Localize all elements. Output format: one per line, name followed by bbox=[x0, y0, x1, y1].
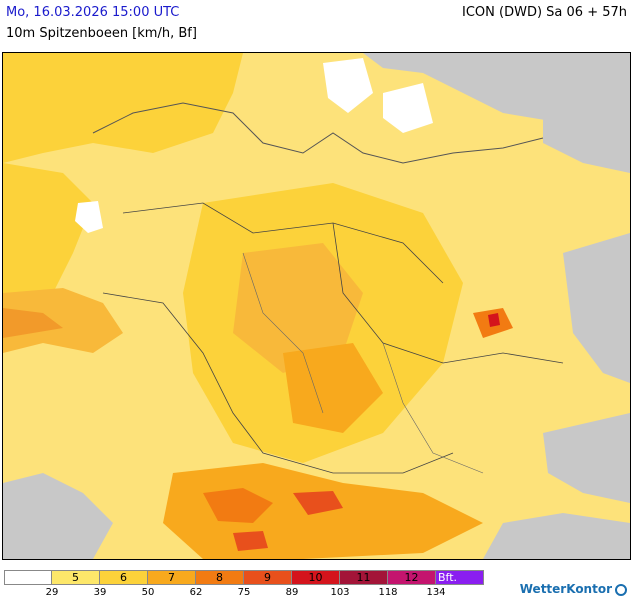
out-of-domain-east bbox=[563, 233, 630, 383]
calm-area-denmark bbox=[323, 58, 373, 113]
legend-ticks: 29 39 50 62 75 89 103 118 134 bbox=[4, 587, 504, 599]
legend-box-2: 6 bbox=[100, 570, 148, 585]
wind-gust-map bbox=[2, 52, 631, 560]
border-line-2 bbox=[102, 292, 454, 474]
legend-tick-5: 89 bbox=[285, 587, 299, 598]
east-peak bbox=[488, 313, 500, 327]
legend-tick-0: 29 bbox=[45, 587, 59, 598]
out-of-domain-baltic bbox=[543, 103, 630, 173]
legend-bar: 5 6 7 8 9 10 11 12 Bft. bbox=[4, 570, 484, 585]
out-of-domain-south bbox=[483, 513, 630, 559]
out-of-domain-southwest bbox=[3, 473, 113, 559]
calm-area-1 bbox=[75, 201, 103, 233]
legend-tick-8: 134 bbox=[426, 587, 446, 598]
sea-region-north bbox=[3, 53, 243, 163]
border-line-3 bbox=[332, 222, 564, 364]
legend-box-6: 10 bbox=[292, 570, 340, 585]
calm-area-2 bbox=[383, 83, 433, 133]
legend-box-9: Bft. bbox=[436, 570, 484, 585]
border-line-5 bbox=[382, 342, 484, 474]
legend-tick-1: 39 bbox=[93, 587, 107, 598]
legend-tick-7: 118 bbox=[378, 587, 398, 598]
alps-strong-3 bbox=[233, 531, 268, 551]
inland-stronger-zone bbox=[233, 243, 363, 373]
south-stronger-zone bbox=[283, 343, 383, 433]
channel-region bbox=[3, 288, 123, 353]
legend-box-1: 5 bbox=[52, 570, 100, 585]
forecast-datetime: Mo, 16.03.2026 15:00 UTC bbox=[6, 5, 180, 20]
legend-box-3: 7 bbox=[148, 570, 196, 585]
parameter-label: 10m Spitzenboeen [km/h, Bf] bbox=[6, 26, 197, 41]
alps-strong-1 bbox=[203, 488, 273, 523]
legend-tick-2: 50 bbox=[141, 587, 155, 598]
legend-tick-6: 103 bbox=[330, 587, 350, 598]
legend-tick-3: 62 bbox=[189, 587, 203, 598]
legend-box-5: 9 bbox=[244, 570, 292, 585]
border-line-1 bbox=[122, 202, 444, 284]
out-of-domain-southeast bbox=[543, 413, 630, 503]
legend-tick-4: 75 bbox=[237, 587, 251, 598]
legend-box-8: 12 bbox=[388, 570, 436, 585]
brand-mark-icon bbox=[615, 583, 627, 596]
legend-box-4: 8 bbox=[196, 570, 244, 585]
model-run-label: ICON (DWD) Sa 06 + 57h bbox=[462, 5, 627, 20]
coastline bbox=[92, 102, 544, 164]
channel-strong-zone bbox=[3, 308, 63, 338]
alps-strong-2 bbox=[293, 491, 343, 515]
border-line-4 bbox=[242, 252, 324, 414]
legend-box-7: 11 bbox=[340, 570, 388, 585]
legend-box-0 bbox=[4, 570, 52, 585]
west-region bbox=[3, 163, 93, 303]
brand-logo: WetterKontor bbox=[520, 582, 627, 596]
out-of-domain-north bbox=[363, 53, 630, 123]
brand-name: WetterKontor bbox=[519, 582, 612, 596]
